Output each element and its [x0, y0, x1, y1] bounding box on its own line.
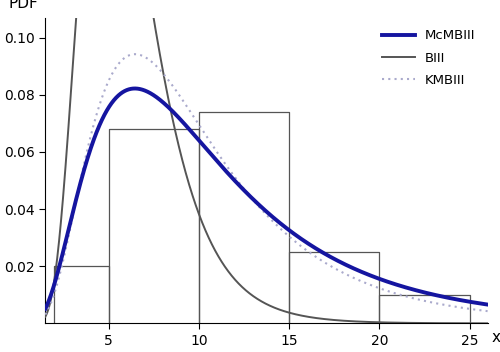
Y-axis label: PDF: PDF: [8, 0, 38, 12]
Legend: McMBIII, BIII, KMBIII: McMBIII, BIII, KMBIII: [376, 24, 481, 92]
X-axis label: x: x: [492, 329, 500, 345]
